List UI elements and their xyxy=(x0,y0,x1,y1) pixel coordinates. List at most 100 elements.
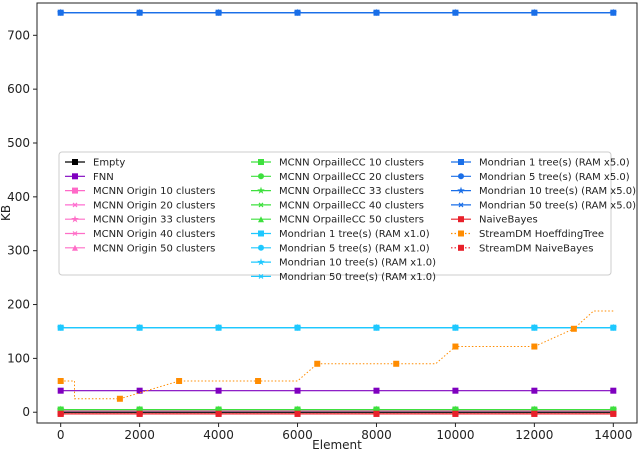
legend-label: Mondrian 1 tree(s) (RAM x1.0) xyxy=(279,229,430,240)
data-point xyxy=(610,410,617,417)
data-point xyxy=(176,378,183,384)
y-tick-label: 700 xyxy=(7,28,30,42)
data-point xyxy=(531,387,538,394)
legend-label: Mondrian 5 tree(s) (RAM x1.0) xyxy=(279,243,430,254)
legend-label: StreamDM HoeffdingTree xyxy=(479,229,604,240)
legend: Empty FNN MCNN Origin 10 clusters MCNN Orig… xyxy=(58,151,636,283)
legend-item: MCNN Origin 40 clusters xyxy=(65,229,215,240)
legend-item: MCNN Origin 20 clusters xyxy=(65,200,215,211)
legend-item: Mondrian 50 tree(s) (RAM x1.0) xyxy=(251,272,436,283)
legend-label: Mondrian 1 tree(s) (RAM x5.0) xyxy=(479,158,630,169)
legend-item: Mondrian 5 tree(s) (RAM x5.0) xyxy=(451,172,630,183)
data-point xyxy=(137,325,143,331)
data-point xyxy=(452,325,458,331)
legend-label: MCNN Origin 40 clusters xyxy=(93,229,215,240)
data-point xyxy=(452,10,458,16)
legend-marker xyxy=(458,230,464,237)
y-axis-label: KB xyxy=(0,205,13,221)
legend-label: MCNN Origin 10 clusters xyxy=(93,186,215,197)
legend-marker xyxy=(258,230,264,237)
data-point xyxy=(373,410,380,417)
x-tick-label: 2000 xyxy=(124,428,155,442)
legend-marker xyxy=(72,244,78,251)
x-tick-label: 0 xyxy=(57,428,65,442)
legend-label: MCNN Origin 20 clusters xyxy=(93,200,215,211)
legend-label: Mondrian 10 tree(s) (RAM x1.0) xyxy=(279,258,436,269)
data-point xyxy=(452,343,459,350)
legend-item: MCNN Origin 10 clusters xyxy=(65,186,215,197)
legend-item: MCNN OrpailleCC 10 clusters xyxy=(251,158,424,169)
data-point xyxy=(255,378,262,384)
data-point xyxy=(531,10,537,16)
legend-label: MCNN Origin 50 clusters xyxy=(93,243,215,254)
plot-area: 0 2000 4000 6000 8000 10000 12000 14000 0 100 200 3… xyxy=(7,2,638,442)
legend-item: Empty xyxy=(65,158,125,169)
legend-marker xyxy=(258,159,264,165)
data-point xyxy=(57,378,64,384)
y-tick-label: 400 xyxy=(7,190,30,204)
x-tick-label: 10000 xyxy=(436,428,474,442)
axes-frame xyxy=(36,2,638,424)
legend-marker xyxy=(458,244,464,251)
legend-label: Mondrian 5 tree(s) (RAM x5.0) xyxy=(479,172,630,183)
legend-label: Empty xyxy=(93,158,125,169)
legend-label: Mondrian 50 tree(s) (RAM x1.0) xyxy=(279,272,436,283)
data-point xyxy=(373,387,380,394)
data-point xyxy=(294,387,301,394)
legend-label: MCNN Origin 33 clusters xyxy=(93,215,215,226)
x-tick-label: 4000 xyxy=(203,428,234,442)
legend-marker xyxy=(72,173,78,180)
legend-marker xyxy=(258,216,264,223)
data-point xyxy=(610,387,617,394)
data-point xyxy=(136,387,143,394)
legend-marker xyxy=(72,187,78,194)
data-point xyxy=(294,410,301,417)
legend-marker xyxy=(72,231,78,236)
legend-item: MCNN OrpailleCC 50 clusters xyxy=(251,215,424,226)
data-point xyxy=(531,343,538,350)
legend-marker xyxy=(72,159,78,165)
legend-item: Mondrian 10 tree(s) (RAM x5.0) xyxy=(451,186,636,197)
legend-marker xyxy=(458,173,464,180)
legend-marker xyxy=(72,202,78,208)
series-1 xyxy=(57,387,617,394)
series-21 xyxy=(57,310,614,402)
legend-item: NaiveBayes xyxy=(451,215,538,226)
legend-label: MCNN OrpailleCC 50 clusters xyxy=(279,215,424,226)
legend-item: Mondrian 50 tree(s) (RAM x5.0) xyxy=(451,200,636,211)
legend-item: Mondrian 10 tree(s) (RAM x1.0) xyxy=(251,258,436,269)
data-point xyxy=(57,410,64,417)
legend-label: MCNN OrpailleCC 20 clusters xyxy=(279,172,424,183)
legend-label: Mondrian 10 tree(s) (RAM x5.0) xyxy=(479,186,636,197)
data-point xyxy=(116,395,123,402)
data-point xyxy=(216,10,222,16)
legend-marker xyxy=(258,202,264,208)
data-point xyxy=(58,10,64,16)
data-point xyxy=(137,10,143,16)
y-tick-label: 0 xyxy=(22,405,30,419)
data-point xyxy=(215,410,222,417)
data-point xyxy=(452,410,459,417)
legend-item: Mondrian 1 tree(s) (RAM x5.0) xyxy=(451,158,630,169)
series-15 xyxy=(58,325,616,331)
legend-label: NaiveBayes xyxy=(479,215,538,226)
data-point xyxy=(295,10,300,16)
legend-marker xyxy=(257,258,265,266)
legend-item: MCNN OrpailleCC 33 clusters xyxy=(251,186,424,197)
legend-box xyxy=(58,151,612,276)
data-point xyxy=(314,360,321,367)
legend-item: MCNN Origin 33 clusters xyxy=(65,215,215,226)
data-point xyxy=(531,325,537,331)
legend-marker xyxy=(458,216,464,223)
legend-item: FNN xyxy=(65,172,114,183)
legend-marker xyxy=(458,202,464,208)
y-tick-label: 600 xyxy=(7,82,30,96)
legend-marker xyxy=(457,186,465,194)
data-point xyxy=(216,325,222,331)
x-axis-label: Element xyxy=(312,438,362,452)
legend-label: MCNN OrpailleCC 33 clusters xyxy=(279,186,424,197)
data-point xyxy=(393,360,400,367)
legend-label: FNN xyxy=(93,172,114,183)
y-tick-label: 100 xyxy=(7,351,30,365)
